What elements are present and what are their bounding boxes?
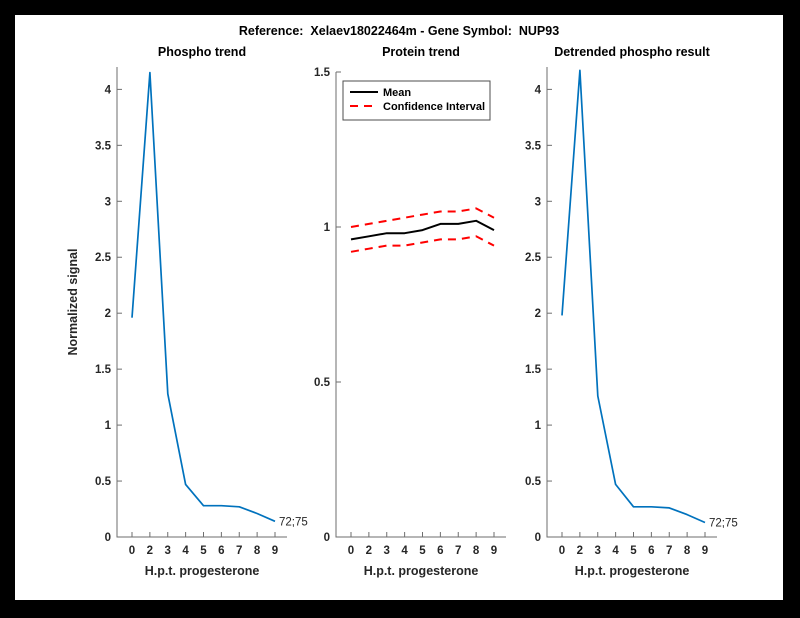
subplot-protein-trend: 00.511.50 2 3 4 5 6 7 8 9H.p.t. progesteroneProt… [314,45,506,578]
y-tick-label: 0 [324,532,330,544]
y-tick-label: 3.5 [525,140,542,152]
x-axis-label: H.p.t. progesterone [145,564,260,578]
y-tick-label: 0.5 [314,377,331,389]
x-tick-label: 4 [182,545,189,557]
y-tick-label: 3 [535,196,541,208]
axis-spines [335,72,506,538]
x-tick-label: 0 [348,545,354,557]
legend: Mean Confidence Interval [342,80,491,121]
y-tick-label: 2.5 [525,252,542,264]
x-axis-label: H.p.t. progesterone [364,564,479,578]
x-tick-label: 6 [648,545,654,557]
x-tick-label: 3 [165,545,171,557]
x-tick-label: 8 [254,545,261,557]
x-tick-label: 0 [559,545,565,557]
subplot-title: Protein trend [382,45,460,59]
x-tick-label: 0 [129,545,135,557]
x-tick-label: 5 [200,545,207,557]
x-tick-label: 5 [630,545,637,557]
x-tick-label: 2 [147,545,153,557]
y-tick-label: 1 [105,420,112,432]
series-phospho-signal [131,71,276,523]
y-axis-label: Normalized signal [66,249,80,356]
x-tick-label: 4 [612,545,619,557]
subplot-phospho-trend: 00.511.522.533.540 2 3 4 5 6 7 8 9H.p.t. progest… [66,45,308,578]
x-tick-label: 9 [272,545,278,557]
tick-labels: 00.511.50 2 3 4 5 6 7 8 9 [314,67,497,557]
figure-canvas: Reference: Xelaev18022464m - Gene Symbol… [15,15,783,600]
axes [116,67,287,538]
x-tick-label: 2 [577,545,583,557]
axis-spines [116,67,287,538]
y-tick-label: 3 [105,196,111,208]
y-tick-label: 1 [324,222,331,234]
series-confidence-interval-upper [350,207,495,228]
subplots-svg: 00.511.522.533.540 2 3 4 5 6 7 8 9H.p.t. progest… [66,45,738,578]
subplot-detrended-phospho: 00.511.522.533.540 2 3 4 5 6 7 8 9H.p.t. progest… [525,45,738,578]
x-tick-label: 6 [437,545,443,557]
legend-box [342,80,491,121]
x-tick-label: 5 [419,545,426,557]
y-tick-label: 0 [105,532,111,544]
x-axis-label: H.p.t. progesterone [575,564,690,578]
x-tick-label: 2 [366,545,372,557]
y-tick-label: 4 [535,84,542,96]
y-tick-label: 0.5 [95,476,112,488]
x-tick-label: 8 [684,545,691,557]
x-tick-label: 6 [218,545,224,557]
x-tick-label: 9 [702,545,708,557]
x-tick-label: 3 [595,545,601,557]
axes [546,67,717,538]
series-detrended-signal [561,69,706,524]
axes [335,71,506,538]
y-tick-label: 2 [535,308,541,320]
x-tick-label: 4 [401,545,408,557]
y-tick-label: 1.5 [314,67,331,79]
series-confidence-interval-lower [350,235,495,253]
x-tick-label: 3 [384,545,390,557]
tick-labels: 00.511.522.533.540 2 3 4 5 6 7 8 9 [95,84,278,557]
x-tick-label: 7 [236,545,242,557]
y-tick-label: 1.5 [525,364,542,376]
subplot-title: Detrended phospho result [554,45,710,59]
y-tick-label: 1 [535,420,542,432]
y-tick-label: 2.5 [95,252,112,264]
axis-spines [546,67,717,538]
legend-label: Mean [383,87,411,99]
series-mean [350,219,495,241]
y-tick-label: 0.5 [525,476,542,488]
x-tick-label: 7 [666,545,672,557]
endpoint-annotation: 72;75 [709,517,738,529]
endpoint-annotation: 72;75 [279,516,308,528]
y-tick-label: 3.5 [95,140,112,152]
x-tick-label: 7 [455,545,461,557]
x-tick-label: 9 [491,545,497,557]
y-tick-label: 2 [105,308,111,320]
x-tick-label: 8 [473,545,480,557]
y-tick-label: 0 [535,532,541,544]
figure-title: Reference: Xelaev18022464m - Gene Symbol… [238,24,560,38]
y-tick-label: 1.5 [95,364,112,376]
subplot-title: Phospho trend [158,45,246,59]
tick-labels: 00.511.522.533.540 2 3 4 5 6 7 8 9 [525,84,708,557]
y-tick-label: 4 [105,84,112,96]
legend-label: Confidence Interval [383,101,485,113]
